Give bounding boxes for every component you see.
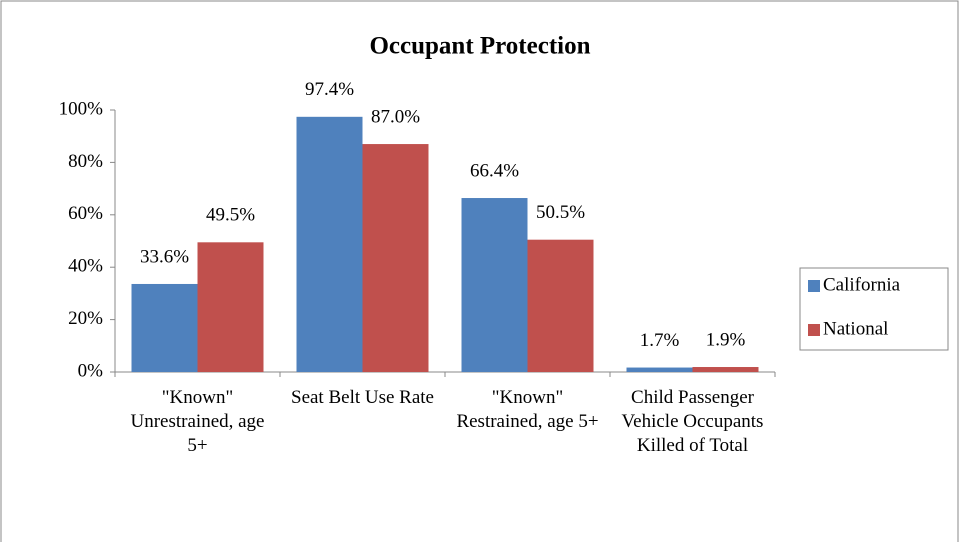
- x-tick-label: "Known" Unrestrained, age 5+: [130, 387, 265, 456]
- legend-label: National: [823, 318, 888, 339]
- bar: [296, 116, 363, 372]
- bar: [626, 367, 693, 372]
- legend-swatch: [808, 324, 820, 336]
- y-tick-label: 40%: [68, 256, 103, 277]
- y-tick-label: 80%: [68, 151, 103, 172]
- x-tick-label: "Known" Restrained, age 5+: [456, 387, 599, 432]
- y-tick-label: 0%: [78, 360, 104, 381]
- data-label: 49.5%: [206, 205, 255, 226]
- data-label: 50.5%: [536, 202, 585, 223]
- y-tick-label: 100%: [59, 98, 104, 119]
- legend-swatch: [808, 280, 820, 292]
- data-label: 33.6%: [140, 246, 189, 267]
- y-tick-label: 60%: [68, 203, 103, 224]
- bar: [527, 239, 594, 372]
- data-label: 1.9%: [706, 329, 746, 350]
- legend-label: California: [823, 274, 901, 295]
- data-label: 1.7%: [640, 330, 680, 351]
- chart-title: Occupant Protection: [369, 33, 590, 60]
- x-tick-label: Seat Belt Use Rate: [291, 387, 434, 408]
- data-label: 97.4%: [305, 79, 354, 100]
- y-tick-label: 20%: [68, 308, 103, 329]
- data-label: 66.4%: [470, 160, 519, 181]
- bar: [692, 367, 759, 372]
- legend-box: [799, 267, 949, 351]
- bar: [461, 198, 528, 372]
- bar: [131, 283, 198, 372]
- x-tick-label: Child Passenger Vehicle Occupants Killed…: [621, 387, 764, 456]
- bar: [362, 144, 429, 372]
- bar: [197, 242, 264, 372]
- data-label: 87.0%: [371, 106, 420, 127]
